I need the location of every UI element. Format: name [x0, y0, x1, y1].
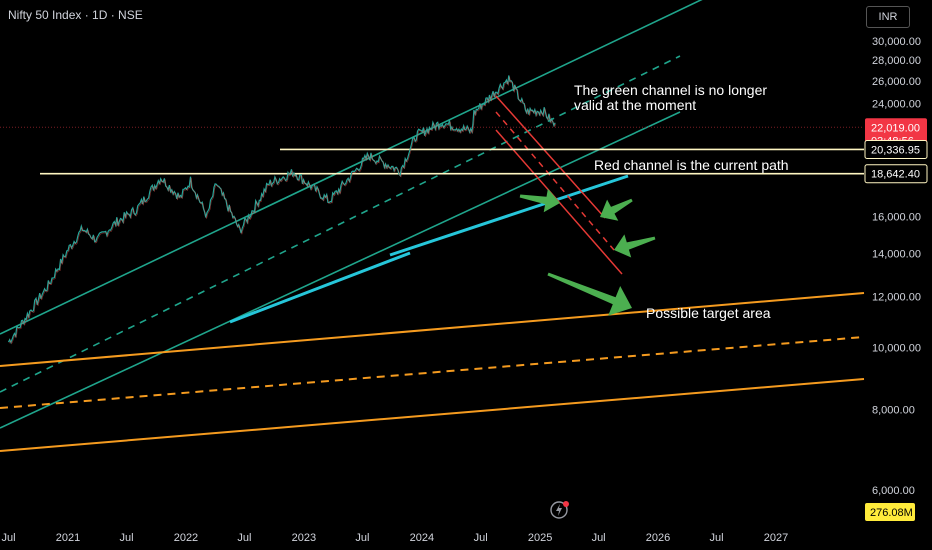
- y-tick-label-1: 28,000.00: [872, 55, 921, 67]
- annotation-2-line-1[interactable]: Red channel is the current path: [594, 157, 789, 173]
- level-label-2: 18,642.40: [871, 169, 920, 181]
- symbol-title[interactable]: Nifty 50 Index · 1D · NSE: [8, 8, 143, 22]
- y-axis[interactable]: 30,000.00 28,000.00 26,000.00 24,000.00 16,0…: [872, 36, 921, 497]
- red-channel-middle-dashed[interactable]: [495, 111, 615, 251]
- arrow-4[interactable]: [547, 272, 632, 316]
- teal-channel-lower[interactable]: [0, 111, 681, 429]
- x-tick-label-9: 2025: [528, 532, 552, 544]
- x-tick-label-0: Jul: [2, 532, 16, 544]
- y-tick-label-7: 10,000.00: [872, 342, 921, 354]
- teal-channel-upper[interactable]: [0, 0, 705, 335]
- x-tick-label-6: Jul: [355, 532, 369, 544]
- x-tick-label-11: 2026: [646, 532, 670, 544]
- y-tick-label-9: 6,000.00: [872, 485, 915, 497]
- x-tick-label-7: 2024: [410, 532, 434, 544]
- x-tick-label-3: 2022: [174, 532, 198, 544]
- price-badges: 22,019.0003:48:5620,336.9518,642.40276.0…: [864, 118, 928, 521]
- annotation-3-line-1[interactable]: Possible target area: [646, 305, 771, 321]
- currency-selector[interactable]: INR: [866, 6, 910, 28]
- x-tick-label-2: Jul: [119, 532, 133, 544]
- y-tick-label-2: 26,000.00: [872, 76, 921, 88]
- y-tick-label-6: 12,000.00: [872, 292, 921, 304]
- cyan-trendline-lower[interactable]: [229, 251, 411, 324]
- price-series-shadow: [9, 76, 557, 345]
- orange-channel-middle-dashed[interactable]: [0, 336, 865, 409]
- y-tick-label-3: 24,000.00: [872, 98, 921, 110]
- x-axis[interactable]: Jul 2021 Jul 2022 Jul 2023 Jul 2024 Jul 2025 Jul 20…: [2, 532, 789, 544]
- level-badge-2: [864, 164, 928, 184]
- orange-channel-lower[interactable]: [0, 378, 865, 452]
- arrow-3[interactable]: [614, 234, 656, 258]
- x-tick-label-1: 2021: [56, 532, 80, 544]
- price-series-layer: [7, 75, 557, 345]
- lightning-bolt-icon[interactable]: [550, 500, 570, 520]
- y-tick-label-8: 8,000.00: [872, 405, 915, 417]
- arrow-2[interactable]: [600, 198, 633, 221]
- arrows-layer: [519, 188, 656, 316]
- y-tick-label-4: 16,000.00: [872, 211, 921, 223]
- y-tick-label-0: 30,000.00: [872, 36, 921, 48]
- x-tick-label-8: Jul: [474, 532, 488, 544]
- cyan-trendline-upper[interactable]: [389, 174, 629, 257]
- volume-label: 276.08M: [870, 507, 913, 519]
- current-price-label: 22,019.00: [871, 122, 920, 134]
- x-tick-label-12: Jul: [710, 532, 724, 544]
- arrow-1[interactable]: [519, 188, 560, 213]
- orange-channel-upper[interactable]: [0, 292, 865, 367]
- y-tick-label-5: 14,000.00: [872, 249, 921, 261]
- x-tick-label-13: 2027: [764, 532, 788, 544]
- x-tick-label-10: Jul: [592, 532, 606, 544]
- level-label-1: 20,336.95: [871, 144, 920, 156]
- drawings-layer: [0, 0, 865, 452]
- annotation-1-line-1[interactable]: The green channel is no longer: [574, 82, 767, 98]
- red-channel-upper[interactable]: [495, 95, 606, 219]
- annotation-1-line-2[interactable]: valid at the moment: [574, 97, 696, 113]
- x-tick-label-5: 2023: [292, 532, 316, 544]
- x-tick-label-4: Jul: [237, 532, 251, 544]
- level-badge-1: [864, 139, 928, 159]
- volume-badge: [865, 503, 915, 521]
- teal-channel-middle-dashed[interactable]: [0, 55, 681, 393]
